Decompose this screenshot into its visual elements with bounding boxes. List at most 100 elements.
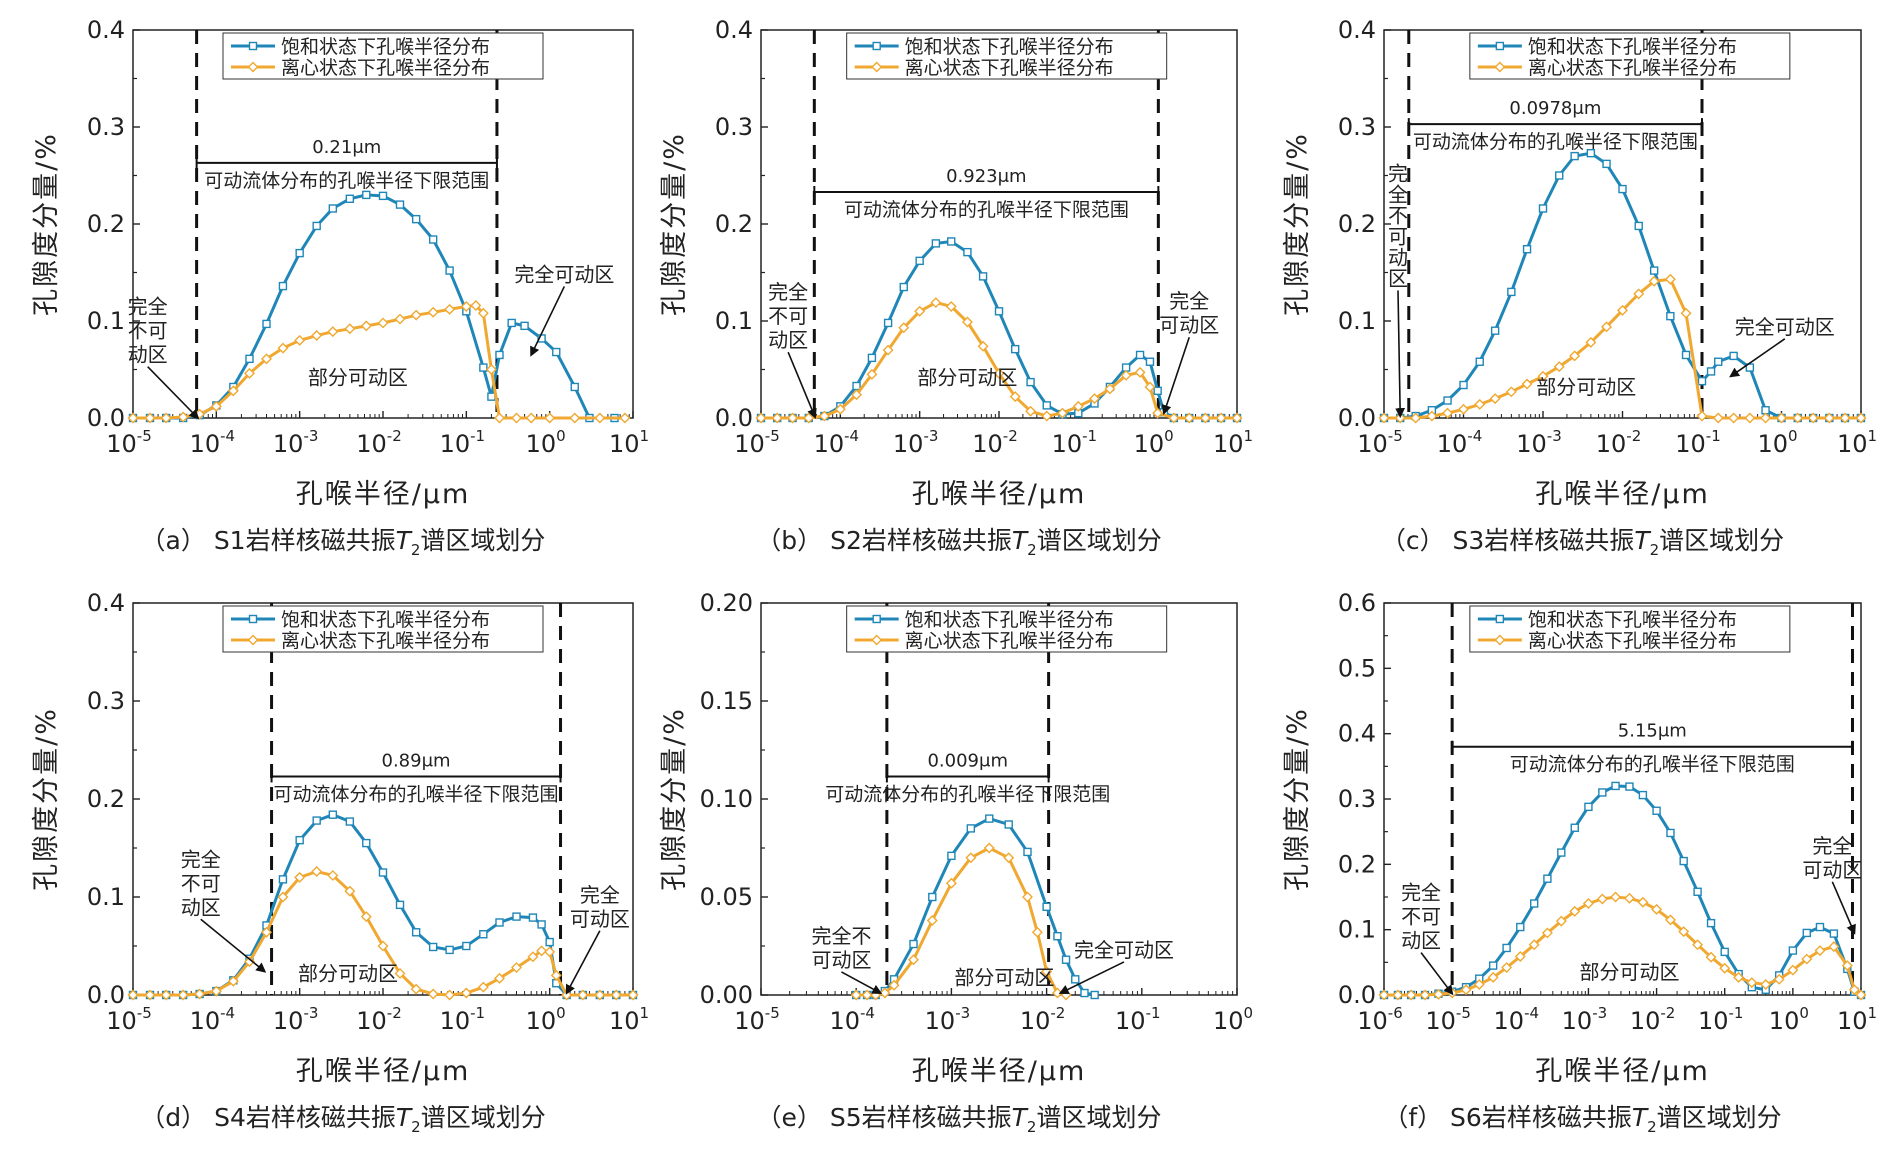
annotation-label: 部分可动区 bbox=[298, 961, 398, 985]
annotation-label: 动区 bbox=[128, 343, 168, 367]
annotation-label: 完全 bbox=[1812, 834, 1852, 858]
data-point-saturated bbox=[1602, 159, 1611, 169]
data-point-centrifuged bbox=[1760, 412, 1772, 424]
data-point-centrifuged bbox=[1712, 412, 1724, 424]
data-point-centrifuged bbox=[577, 989, 589, 1001]
data-point-centrifuged bbox=[1617, 304, 1628, 316]
data-point-saturated bbox=[1475, 357, 1484, 366]
data-point-saturated bbox=[295, 835, 304, 845]
annotation-arrow bbox=[1420, 952, 1454, 996]
x-tick-label: 10-1 bbox=[440, 1004, 486, 1035]
data-point-centrifuged bbox=[544, 946, 556, 958]
data-point-centrifuged bbox=[1134, 366, 1146, 378]
data-point-centrifuged bbox=[394, 313, 406, 325]
chart-panel-1: 0.0 0.1 0.2 0.3 0.4 10-5 10-4 10-3 10-2 10-1 100 10… bbox=[31, 16, 649, 559]
y-axis-label: 孔隙度分量/% bbox=[1282, 132, 1313, 316]
data-point-saturated bbox=[411, 928, 421, 937]
data-point-centrifuged bbox=[1378, 989, 1390, 1001]
x-tick-label: 100 bbox=[1213, 1004, 1253, 1035]
legend-marker-centrifuged bbox=[1494, 61, 1506, 73]
data-point-centrifuged bbox=[477, 307, 489, 319]
data-point-centrifuged bbox=[144, 412, 156, 424]
y-tick-label: 0.0 bbox=[87, 981, 125, 1009]
chart-panel-3: 0.0 0.1 0.2 0.3 0.4 10-5 10-4 10-3 10-2 10-1 100 10… bbox=[1282, 16, 1877, 559]
data-point-saturated bbox=[395, 900, 405, 910]
data-point-centrifuged bbox=[210, 400, 222, 412]
data-point-centrifuged bbox=[377, 317, 389, 329]
data-point-centrifuged bbox=[525, 412, 537, 424]
data-point-saturated bbox=[462, 941, 471, 951]
x-tick-label: 10-3 bbox=[893, 427, 939, 458]
x-tick-label: 10-5 bbox=[106, 427, 152, 458]
annotation-label: 完全 bbox=[768, 280, 808, 304]
x-tick-label: 10-1 bbox=[1115, 1004, 1161, 1035]
data-point-centrifuged bbox=[1505, 386, 1517, 398]
data-point-saturated bbox=[1586, 148, 1596, 158]
y-tick-label: 0.0 bbox=[87, 404, 125, 432]
x-tick-label: 101 bbox=[1837, 1004, 1877, 1035]
plot-frame bbox=[760, 29, 1238, 419]
legend-box bbox=[846, 32, 1168, 80]
data-point-centrifuged bbox=[771, 412, 783, 424]
data-point-centrifuged bbox=[1823, 412, 1835, 424]
x-tick-label: 100 bbox=[1134, 427, 1174, 458]
data-point-centrifuged bbox=[1474, 398, 1486, 410]
y-tick-label: 0.2 bbox=[87, 210, 125, 238]
data-point-saturated bbox=[909, 939, 918, 949]
y-tick-label: 0.05 bbox=[700, 883, 753, 911]
data-point-centrifuged bbox=[360, 911, 372, 923]
range-value-label: 0.0978μm bbox=[1509, 98, 1601, 119]
data-point-centrifuged bbox=[527, 951, 539, 963]
annotation-label: 不可 bbox=[128, 319, 168, 343]
annotation-label: 可动区 bbox=[1159, 313, 1219, 337]
data-point-saturated bbox=[1010, 344, 1020, 354]
y-tick-label: 0.4 bbox=[715, 16, 753, 44]
y-tick-label: 0.1 bbox=[1338, 307, 1376, 335]
data-point-centrifuged bbox=[1022, 891, 1033, 903]
data-point-centrifuged bbox=[1489, 393, 1501, 405]
x-tick-label: 100 bbox=[1757, 427, 1797, 458]
data-point-saturated bbox=[1443, 396, 1452, 405]
legend-label-centrifuged: 离心状态下孔喉半径分布 bbox=[905, 630, 1114, 652]
data-point-saturated bbox=[312, 816, 321, 825]
data-point-saturated bbox=[295, 248, 304, 258]
data-point-centrifuged bbox=[344, 323, 356, 335]
annotation-label: 完全不 bbox=[811, 924, 871, 948]
data-point-centrifuged bbox=[160, 412, 172, 424]
data-point-centrifuged bbox=[965, 852, 977, 864]
annotation-arrow bbox=[530, 286, 566, 357]
x-tick-label: 10-6 bbox=[1357, 1004, 1403, 1035]
data-point-saturated bbox=[1042, 902, 1051, 911]
x-axis-label: 孔喉半径/μm bbox=[296, 1056, 471, 1087]
data-point-saturated bbox=[1061, 955, 1071, 964]
x-tick-label: 10-2 bbox=[972, 427, 1018, 458]
data-point-centrifuged bbox=[866, 368, 878, 380]
y-tick-label: 0.4 bbox=[1338, 720, 1376, 748]
x-tick-label: 10-3 bbox=[1516, 427, 1562, 458]
data-point-saturated bbox=[507, 318, 516, 328]
data-point-saturated bbox=[278, 875, 288, 884]
legend-marker-centrifuged bbox=[1494, 634, 1506, 646]
annotation-label: 可 bbox=[1388, 224, 1408, 248]
annotation-label: 不 bbox=[1388, 203, 1408, 227]
y-tick-label: 0.0 bbox=[715, 404, 753, 432]
annotation-label: 可动区 bbox=[811, 948, 871, 972]
data-point-saturated bbox=[1697, 376, 1707, 386]
legend-box bbox=[1469, 605, 1791, 653]
data-point-centrifuged bbox=[1839, 412, 1851, 424]
data-point-saturated bbox=[1679, 856, 1688, 866]
data-point-centrifuged bbox=[277, 891, 289, 903]
legend-box bbox=[222, 32, 544, 80]
data-point-centrifuged bbox=[294, 871, 306, 883]
data-point-centrifuged bbox=[1199, 412, 1211, 424]
data-point-centrifuged bbox=[1501, 962, 1513, 974]
data-point-saturated bbox=[1693, 887, 1702, 896]
legend-marker-saturated bbox=[872, 614, 881, 624]
data-point-saturated bbox=[570, 382, 579, 392]
annotation-label: 动区 bbox=[1401, 929, 1441, 953]
data-point-saturated bbox=[345, 194, 355, 203]
data-point-centrifuged bbox=[1183, 412, 1195, 424]
data-point-centrifuged bbox=[945, 877, 957, 889]
data-point-saturated bbox=[1026, 377, 1035, 387]
data-point-centrifuged bbox=[244, 956, 255, 968]
